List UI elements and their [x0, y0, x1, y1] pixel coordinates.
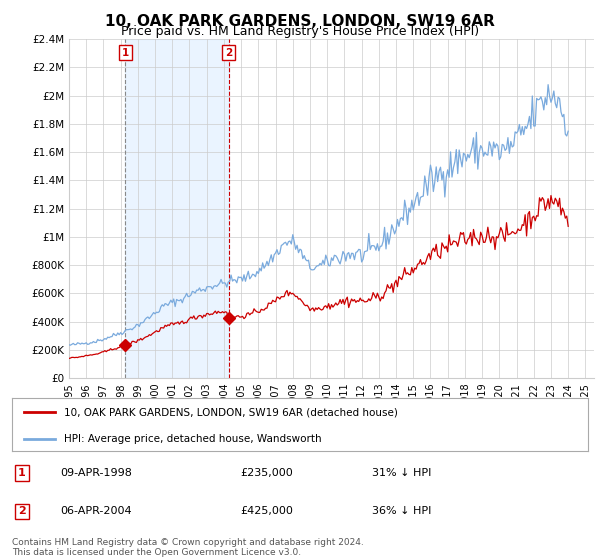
Text: 2: 2	[225, 48, 232, 58]
Text: 10, OAK PARK GARDENS, LONDON, SW19 6AR (detached house): 10, OAK PARK GARDENS, LONDON, SW19 6AR (…	[64, 408, 398, 418]
Text: 10, OAK PARK GARDENS, LONDON, SW19 6AR: 10, OAK PARK GARDENS, LONDON, SW19 6AR	[105, 14, 495, 29]
Text: Price paid vs. HM Land Registry's House Price Index (HPI): Price paid vs. HM Land Registry's House …	[121, 25, 479, 38]
Text: £425,000: £425,000	[240, 506, 293, 516]
Text: Contains HM Land Registry data © Crown copyright and database right 2024.
This d: Contains HM Land Registry data © Crown c…	[12, 538, 364, 557]
Text: 31% ↓ HPI: 31% ↓ HPI	[372, 468, 431, 478]
Text: 1: 1	[122, 48, 129, 58]
Text: 06-APR-2004: 06-APR-2004	[60, 506, 131, 516]
Bar	[125, 39, 229, 378]
Text: HPI: Average price, detached house, Wandsworth: HPI: Average price, detached house, Wand…	[64, 434, 322, 444]
Text: £235,000: £235,000	[240, 468, 293, 478]
Text: 09-APR-1998: 09-APR-1998	[60, 468, 132, 478]
Text: 2: 2	[18, 506, 26, 516]
Text: 1: 1	[18, 468, 26, 478]
Text: 36% ↓ HPI: 36% ↓ HPI	[372, 506, 431, 516]
